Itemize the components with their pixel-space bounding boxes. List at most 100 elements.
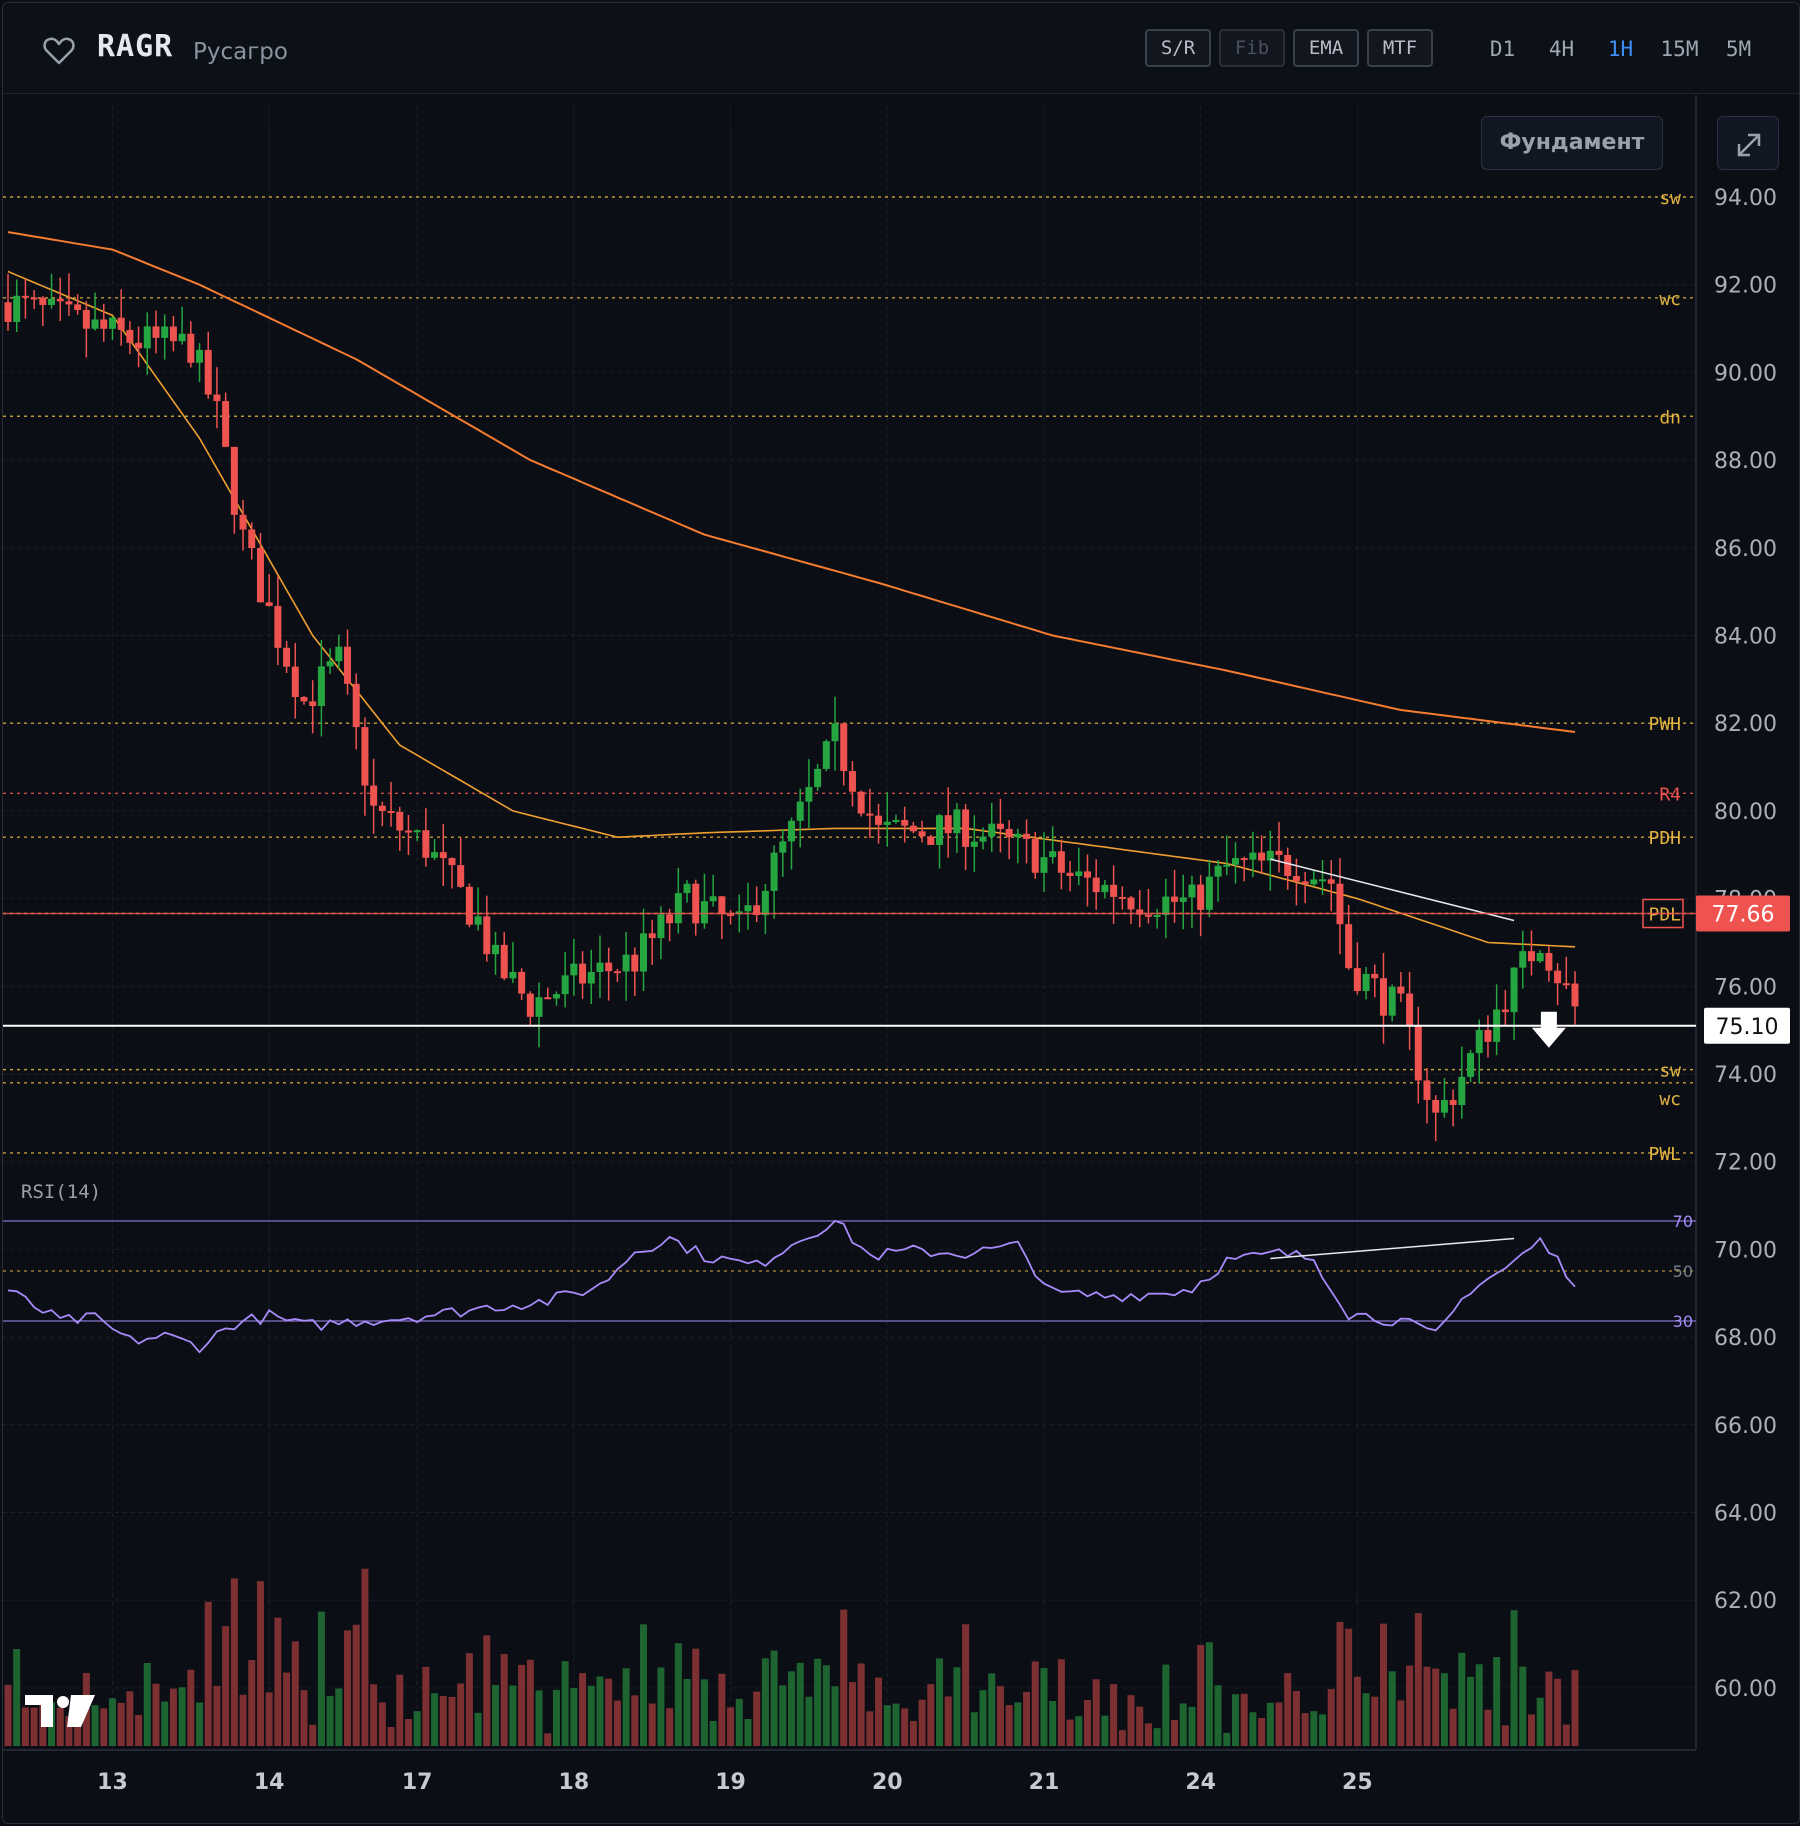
volume-bar <box>204 1601 212 1746</box>
candle-body <box>439 852 447 859</box>
timeframe-1h[interactable]: 1H <box>1607 37 1634 61</box>
candle-body <box>1049 851 1057 858</box>
candle-body <box>1319 879 1327 882</box>
volume-bar <box>21 1707 29 1746</box>
ema-toggle-button[interactable]: EMA <box>1293 29 1359 67</box>
fib-toggle-button[interactable]: Fib <box>1219 29 1285 67</box>
volume-bar <box>1240 1693 1248 1746</box>
volume-bar <box>1057 1659 1065 1746</box>
rsi-level-label: 50 <box>1673 1262 1693 1281</box>
volume-bar <box>970 1712 978 1746</box>
candle-body <box>82 309 90 329</box>
volume-bar <box>1284 1673 1292 1746</box>
signal-price-tag <box>1704 1007 1790 1044</box>
candle-body <box>1554 970 1562 984</box>
candle-body <box>1127 897 1135 910</box>
volume-bar <box>256 1581 264 1746</box>
candle-body <box>848 771 856 792</box>
volume-bar <box>953 1667 961 1746</box>
price-chart[interactable]: 94.00 92.00 90.00 88.00 86.00 84.00 82.00 80.00… <box>3 95 1799 1823</box>
candle-body <box>1353 968 1361 992</box>
expand-button[interactable] <box>1717 116 1779 170</box>
volume-bar <box>1571 1670 1579 1746</box>
volume-bar <box>126 1691 134 1746</box>
volume-bar <box>1231 1694 1239 1746</box>
volume-bar <box>727 1707 735 1746</box>
candle-body <box>727 914 735 917</box>
volume-bar <box>309 1724 317 1746</box>
volume-bar <box>788 1671 795 1746</box>
volume-bar <box>1440 1673 1448 1746</box>
fundamentals-button[interactable]: Фундамент <box>1481 116 1663 170</box>
candle-body <box>1162 896 1170 915</box>
volume-bar <box>683 1679 691 1746</box>
candle-body <box>448 858 456 866</box>
volume-bar <box>1118 1730 1126 1746</box>
candle-body <box>640 933 648 972</box>
volume-bar <box>213 1685 221 1746</box>
candle-body <box>1223 864 1231 867</box>
rsi-line <box>7 1219 1576 1354</box>
volume-bar <box>1171 1720 1179 1746</box>
volume-bar <box>1493 1657 1501 1746</box>
volume-bar <box>4 1684 12 1746</box>
timeframe-5m[interactable]: 5M <box>1725 37 1752 61</box>
volume-bar <box>561 1661 569 1746</box>
volume-bar <box>892 1703 900 1746</box>
x-tick-label: 20 <box>872 1770 903 1795</box>
candle-body <box>1371 973 1379 979</box>
candle-body <box>1362 973 1370 992</box>
candle-body <box>404 830 412 833</box>
timeframe-4h[interactable]: 4H <box>1548 37 1575 61</box>
volume-bar <box>518 1664 526 1746</box>
candle-body <box>1066 872 1074 876</box>
volume-bar <box>370 1684 378 1746</box>
volume-bar <box>1136 1706 1144 1746</box>
candle-body <box>56 298 64 302</box>
volume-bar <box>196 1702 204 1746</box>
volume-bar <box>1205 1642 1213 1746</box>
candle-body <box>1240 858 1248 861</box>
volume-bar <box>674 1643 682 1746</box>
volume-bar <box>1092 1679 1100 1746</box>
candle-body <box>831 723 839 742</box>
candle-body <box>1083 871 1091 878</box>
volume-bar <box>1214 1685 1222 1746</box>
rsi-label: RSI(14) <box>21 1181 101 1203</box>
sr-toggle-button[interactable]: S/R <box>1145 29 1211 67</box>
candle-body <box>1467 1053 1475 1077</box>
volume-bar <box>335 1688 343 1746</box>
expand-icon <box>1737 133 1761 157</box>
candle-body <box>1527 951 1535 962</box>
volume-bar <box>1144 1723 1152 1746</box>
volume-bar <box>1110 1684 1118 1746</box>
ticker-symbol: RAGR <box>97 29 174 64</box>
level-label-pdl: PDL <box>1648 905 1681 926</box>
volume-bar <box>596 1676 604 1746</box>
candle-body <box>857 791 865 814</box>
candle-body <box>1214 865 1222 877</box>
volume-bar <box>779 1685 787 1746</box>
rsi-level-label: 30 <box>1673 1312 1693 1331</box>
volume-bar <box>735 1698 743 1746</box>
candle-body <box>875 815 883 825</box>
candle-body <box>1179 897 1187 902</box>
candle-body <box>770 852 778 891</box>
volume-bar <box>509 1685 517 1746</box>
volume-bar <box>1458 1652 1466 1746</box>
volume-bar <box>1101 1715 1109 1746</box>
mtf-toggle-button[interactable]: MTF <box>1367 29 1433 67</box>
signal-price-label: 75.10 <box>1716 1015 1779 1040</box>
volume-bar <box>840 1609 848 1746</box>
candle-body <box>465 886 473 925</box>
candle-body <box>222 401 230 447</box>
volume-bar <box>831 1686 839 1746</box>
volume-bar <box>222 1626 230 1746</box>
volume-bar <box>1510 1610 1518 1746</box>
timeframe-15m[interactable]: 15M <box>1660 37 1699 61</box>
timeframe-d1[interactable]: D1 <box>1489 37 1516 61</box>
heart-icon[interactable] <box>43 36 75 66</box>
candle-body <box>152 326 160 338</box>
volume-bar <box>622 1668 630 1746</box>
volume-bar <box>13 1649 21 1746</box>
